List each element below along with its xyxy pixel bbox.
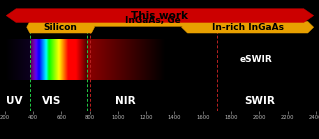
Text: NIR: NIR <box>115 96 135 106</box>
Text: In-rich InGaAs: In-rich InGaAs <box>211 23 284 32</box>
Polygon shape <box>6 9 314 23</box>
Text: SWIR: SWIR <box>244 96 275 106</box>
Polygon shape <box>182 21 314 33</box>
Text: UV: UV <box>6 96 23 106</box>
Text: InGaAs, Ge: InGaAs, Ge <box>125 16 181 25</box>
Polygon shape <box>27 21 94 33</box>
Polygon shape <box>86 15 220 26</box>
Text: This work: This work <box>131 11 189 21</box>
Text: eSWIR: eSWIR <box>240 55 273 64</box>
Text: VIS: VIS <box>42 96 61 106</box>
Text: Silicon: Silicon <box>44 23 78 32</box>
